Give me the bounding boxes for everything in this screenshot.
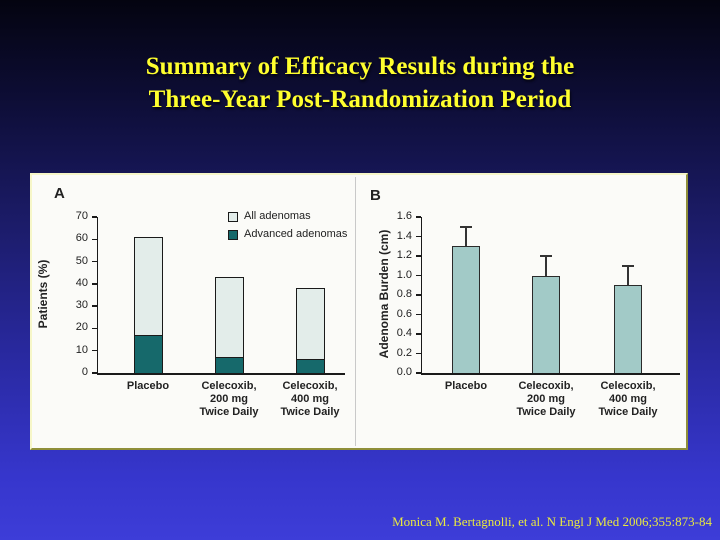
x-category-label-celecoxib-400-mg-twice-daily: Celecoxib, 400 mg Twice Daily — [280, 380, 340, 418]
y-tick-label: 20 — [75, 321, 88, 334]
y-axis-line — [96, 217, 98, 373]
y-tick-label: 0.0 — [396, 366, 412, 378]
y-tick-label: 60 — [75, 232, 88, 245]
bar-placebo-advanced-adenomas — [133, 335, 163, 373]
y-tick — [91, 349, 97, 352]
y-tick-label: 70 — [75, 210, 88, 222]
y-tick — [91, 216, 97, 218]
y-tick-label: 50 — [75, 254, 88, 267]
error-cap-placebo — [460, 225, 472, 228]
y-tick — [91, 305, 97, 307]
x-category-label-placebo: Placebo — [126, 380, 170, 392]
y-tick-label: 1.6 — [396, 210, 412, 222]
slide-title: Summary of Efficacy Results during the T… — [0, 50, 720, 116]
error-bar-celecoxib-400-mg-twice-daily — [627, 265, 629, 286]
bar-celecoxib-200-mg-twice-daily-all-adenomas — [214, 277, 244, 373]
y-tick-label: 0.2 — [396, 346, 412, 359]
x-axis-line — [96, 373, 345, 375]
y-tick — [91, 283, 97, 285]
chart-b: B Adenoma Burden (cm) 0.0 0.2 0.4 0.6 0.8 1.0 1.… — [355, 175, 686, 448]
error-bar-placebo — [465, 226, 467, 247]
y-tick-label: 0 — [81, 366, 88, 378]
x-axis-line — [420, 373, 680, 375]
y-tick-label: 30 — [75, 299, 88, 312]
legend-label-all-adenomas: All adenomas — [244, 210, 311, 222]
y-tick-label: 0.8 — [396, 288, 412, 300]
panel-divider — [355, 177, 356, 446]
y-axis-line — [420, 217, 422, 373]
bar-placebo — [452, 246, 480, 373]
y-tick — [415, 352, 421, 355]
y-tick-label: 10 — [75, 343, 88, 356]
figure-panel-inner: A Patients (%) 0 10 20 30 40 50 60 70 Placebo Celec… — [32, 175, 686, 448]
x-category-label-celecoxib-200-mg-twice-daily: Celecoxib, 200 mg Twice Daily — [199, 380, 259, 418]
y-tick — [91, 238, 97, 241]
y-tick — [91, 260, 97, 263]
x-category-label-celecoxib-200-mg-twice-daily: Celecoxib, 200 mg Twice Daily — [516, 380, 576, 418]
y-axis-title: Patients (%) — [36, 259, 50, 329]
error-cap-celecoxib-200-mg-twice-daily — [540, 255, 552, 257]
y-tick — [415, 333, 421, 335]
y-tick — [415, 372, 421, 374]
y-tick — [415, 255, 421, 257]
figure-panel: A Patients (%) 0 10 20 30 40 50 60 70 Placebo Celec… — [30, 173, 688, 450]
x-category-label-celecoxib-400-mg-twice-daily: Celecoxib, 400 mg Twice Daily — [598, 380, 658, 418]
bar-celecoxib-400-mg-twice-daily — [614, 285, 642, 373]
bar-celecoxib-200-mg-twice-daily — [532, 275, 560, 373]
error-bar-celecoxib-200-mg-twice-daily — [545, 256, 547, 276]
slide-title-line1: Summary of Efficacy Results during the — [145, 53, 575, 80]
y-tick — [91, 327, 97, 330]
y-tick — [91, 372, 97, 374]
y-tick — [415, 313, 421, 316]
y-tick-label: 1.0 — [396, 268, 412, 281]
citation: Monica M. Bertagnolli, et al. N Engl J M… — [392, 514, 712, 529]
chart-a: A Patients (%) 0 10 20 30 40 50 60 70 Placebo Celec… — [32, 175, 355, 448]
y-tick-label: 0.6 — [396, 307, 412, 320]
y-tick — [415, 235, 421, 238]
bar-celecoxib-200-mg-twice-daily-advanced-adenomas — [214, 357, 244, 373]
legend-swatch-all-adenomas — [228, 212, 238, 222]
bar-celecoxib-400-mg-twice-daily-advanced-adenomas — [295, 358, 325, 373]
y-tick — [415, 216, 421, 218]
y-tick-label: 1.4 — [396, 229, 412, 242]
y-tick-label: 0.4 — [396, 327, 412, 339]
panel-label-a: A — [54, 185, 65, 202]
y-tick — [415, 294, 421, 296]
y-tick — [415, 274, 421, 277]
panel-label-b: B — [370, 187, 381, 204]
slide-title-line2: Three-Year Post-Randomization Period — [148, 86, 572, 113]
error-cap-celecoxib-400-mg-twice-daily — [622, 264, 634, 267]
legend-swatch-advanced-adenomas — [228, 230, 238, 240]
y-tick-label: 1.2 — [396, 249, 412, 261]
x-category-label-placebo: Placebo — [444, 380, 488, 392]
y-tick-label: 40 — [75, 276, 88, 289]
legend-label-advanced-adenomas: Advanced adenomas — [244, 228, 348, 240]
